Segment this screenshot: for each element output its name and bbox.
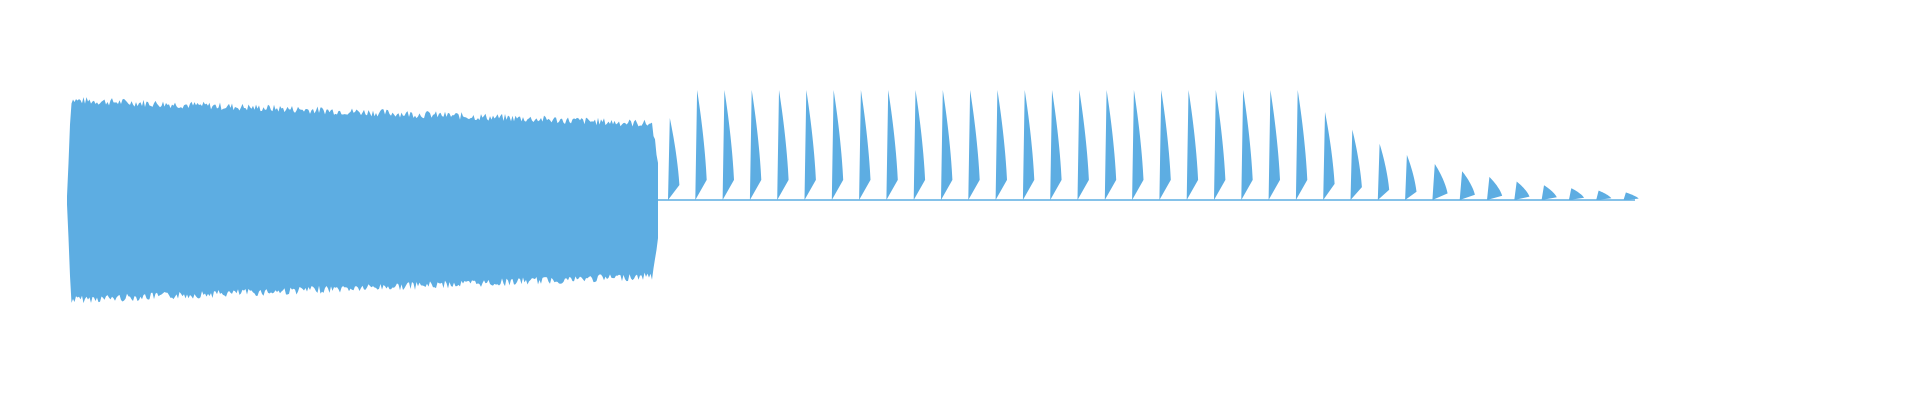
- waveform-pulse: [695, 90, 707, 200]
- waveform-pulse: [1268, 90, 1280, 200]
- waveform-pulse: [804, 90, 816, 200]
- waveform-pulse: [913, 90, 926, 200]
- waveform-pulse: [1377, 143, 1390, 200]
- waveform-pulse: [1323, 112, 1335, 200]
- waveform-pulse: [1596, 190, 1612, 200]
- waveform-pulse: [1050, 90, 1062, 200]
- waveform-pulse: [1214, 90, 1226, 200]
- waveform-pulse: [1350, 129, 1362, 200]
- waveform-pulse: [859, 90, 871, 200]
- waveform-pulse: [1241, 90, 1253, 200]
- waveform-pulse: [1159, 90, 1171, 200]
- waveform-pulse: [1132, 90, 1144, 200]
- waveform-pulse: [777, 90, 789, 200]
- waveform-pulse: [722, 90, 734, 200]
- waveform-pulse: [668, 118, 680, 200]
- waveform-pulse: [1459, 171, 1475, 200]
- waveform-block: [67, 97, 658, 304]
- waveform-pulse: [995, 90, 1007, 200]
- waveform-pulse: [968, 90, 980, 200]
- waveform-pulse: [1623, 192, 1639, 200]
- waveform-pulse: [1295, 90, 1308, 200]
- waveform-pulse: [1405, 154, 1417, 200]
- waveform-pulse: [1186, 90, 1199, 200]
- waveform-pulse: [1487, 176, 1503, 200]
- waveform-pulse: [1022, 90, 1035, 200]
- waveform-pulse: [941, 90, 953, 200]
- waveform-pulse: [1077, 90, 1089, 200]
- waveform-pulse: [1104, 90, 1117, 200]
- waveform-pulse: [1432, 164, 1448, 200]
- waveform-pulse: [1514, 181, 1530, 200]
- waveform-pulse: [1541, 185, 1557, 200]
- waveform-pulse: [886, 90, 898, 200]
- waveform-pulse: [1568, 188, 1585, 200]
- waveform-pulse: [749, 90, 762, 200]
- waveform-pulse: [831, 90, 844, 200]
